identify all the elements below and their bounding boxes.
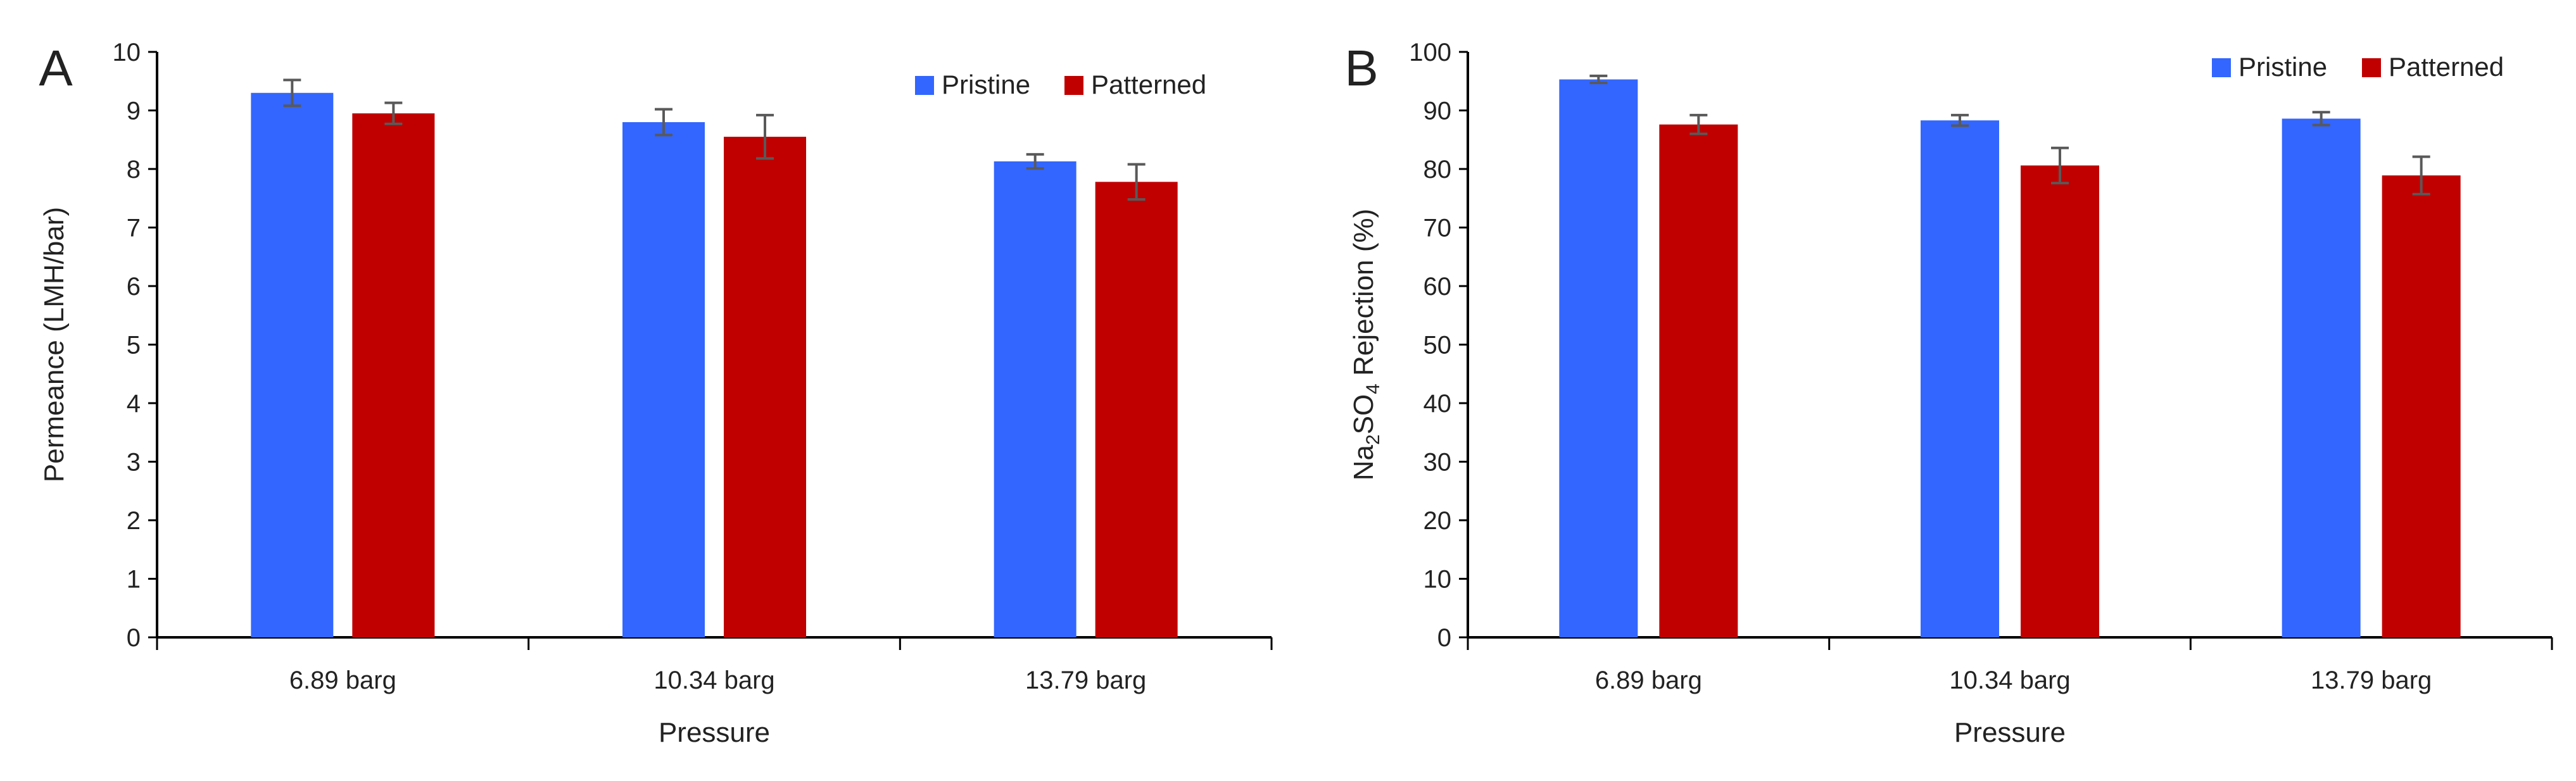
y-tick-label: 80	[1424, 156, 1452, 184]
y-tick-label: 8	[127, 156, 141, 184]
legend-label-pristine: Pristine	[2238, 52, 2327, 82]
x-tick-label: 10.34 barg	[653, 666, 774, 694]
y-tick-label: 0	[127, 624, 141, 652]
panel-label: B	[1344, 40, 1378, 96]
y-tick-label: 50	[1424, 332, 1452, 359]
legend-swatch-pristine	[915, 76, 934, 95]
y-axis-title-subscript: 4	[1363, 384, 1384, 394]
y-axis-title: Na2SO4 Rejection (%)	[1348, 209, 1384, 481]
y-tick-label: 100	[1409, 39, 1451, 66]
legend-label-patterned: Patterned	[1091, 70, 1206, 99]
chart-panel-b: B 0 10 20 30 40 50 60 70 80 90 100 6.89 barg 10.34 ba…	[1344, 39, 2553, 748]
y-tick-label: 5	[127, 332, 141, 359]
bar-patterned	[352, 113, 435, 637]
y-tick-label: 10	[113, 39, 141, 66]
bar-pristine	[251, 92, 334, 637]
x-tick-label: 13.79 barg	[2311, 666, 2432, 694]
legend-swatch-pristine	[2212, 58, 2231, 77]
bar-pristine	[1559, 79, 1638, 638]
bar-pristine	[994, 161, 1076, 638]
x-tick-label: 6.89 barg	[1595, 666, 1702, 694]
y-axis-title-part: Na	[1348, 444, 1379, 480]
y-tick-label: 7	[127, 215, 141, 242]
y-tick-label: 4	[127, 390, 141, 418]
y-tick-label: 70	[1424, 215, 1452, 242]
y-tick-label: 20	[1424, 507, 1452, 535]
y-axis-title-subscript: 2	[1363, 434, 1384, 445]
legend-label-patterned: Patterned	[2389, 52, 2504, 82]
chart-panel-a: A 0 1 2 3 4 5 6 7 8 9 10 6.89 barg 10.34 barg 13.79 ba…	[39, 39, 1273, 748]
x-axis-title: Pressure	[659, 717, 770, 748]
y-tick-label: 0	[1437, 624, 1451, 652]
y-axis-title-part: SO	[1348, 394, 1379, 435]
y-tick-label: 2	[127, 507, 141, 535]
y-tick-label: 6	[127, 273, 141, 301]
bar-pristine	[622, 122, 705, 637]
legend-label-pristine: Pristine	[942, 70, 1030, 99]
y-axis-title: Permeance (LMH/bar)	[39, 207, 70, 482]
bar-patterned	[2021, 165, 2099, 637]
legend-swatch-patterned	[2362, 58, 2381, 77]
x-tick-label: 10.34 barg	[1949, 666, 2070, 694]
x-tick-label: 13.79 barg	[1025, 666, 1146, 694]
y-tick-label: 3	[127, 449, 141, 477]
y-tick-label: 1	[127, 566, 141, 594]
bar-patterned	[2382, 175, 2461, 637]
x-axis-title: Pressure	[1954, 717, 2066, 748]
bar-pristine	[2282, 118, 2361, 637]
bar-patterned	[1659, 124, 1738, 637]
bar-pristine	[1921, 120, 1999, 638]
panel-label: A	[39, 40, 73, 96]
y-tick-label: 10	[1424, 566, 1452, 594]
y-tick-label: 9	[127, 97, 141, 125]
y-tick-label: 90	[1424, 97, 1452, 125]
y-tick-label: 40	[1424, 390, 1452, 418]
legend-swatch-patterned	[1064, 76, 1083, 95]
x-tick-label: 6.89 barg	[289, 666, 396, 694]
bar-patterned	[724, 137, 806, 637]
y-tick-label: 60	[1424, 273, 1452, 301]
y-tick-label: 30	[1424, 449, 1452, 477]
bar-patterned	[1095, 182, 1178, 638]
y-axis-title-part: Rejection (%)	[1348, 209, 1379, 384]
